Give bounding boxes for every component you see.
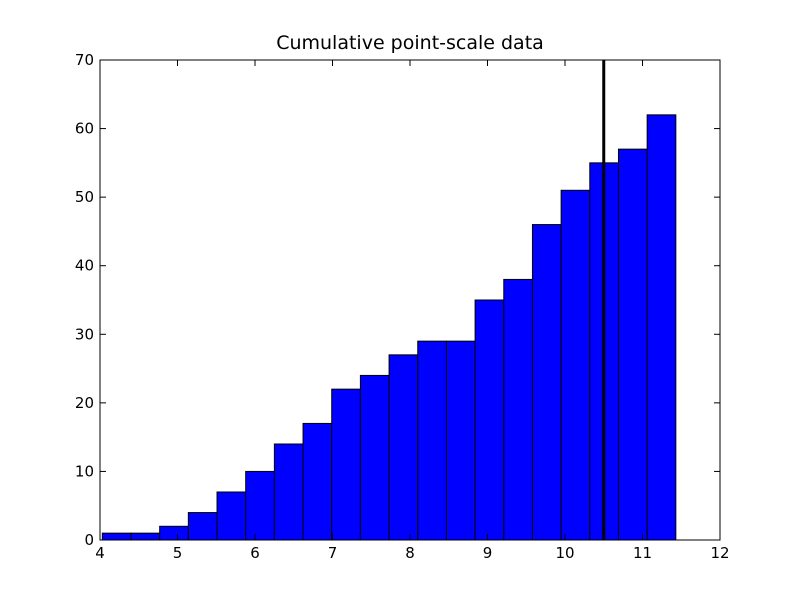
bar-5 <box>245 470 275 541</box>
bar-6 <box>273 443 304 541</box>
ticks-group: 4 5 6 7 8 9 10 11 12 0 10 20 30 40 50 60 70 <box>75 51 730 562</box>
bar-18 <box>617 148 648 541</box>
bars-group <box>101 114 677 541</box>
x-tick-label-6: 10 <box>555 544 574 562</box>
bar-3 <box>187 512 218 541</box>
y-tick-label-1: 10 <box>75 462 94 480</box>
bar-13 <box>474 299 505 541</box>
x-tick-label-5: 9 <box>483 544 493 562</box>
bar-15 <box>531 224 562 541</box>
bar-11 <box>417 340 447 541</box>
x-tick-label-2: 6 <box>250 544 260 562</box>
y-tick-label-3: 30 <box>75 325 94 343</box>
x-tick-label-3: 7 <box>328 544 338 562</box>
bar-9 <box>359 374 390 541</box>
x-tick-label-7: 11 <box>633 544 652 562</box>
x-tick-label-8: 12 <box>710 544 729 562</box>
bar-10 <box>388 354 419 541</box>
bar-1 <box>130 532 161 541</box>
y-tick-label-6: 60 <box>75 120 94 138</box>
bar-0 <box>101 532 132 541</box>
y-tick-label-7: 70 <box>75 51 94 69</box>
bar-2 <box>159 525 189 541</box>
bar-12 <box>445 340 476 541</box>
bar-16 <box>560 189 591 541</box>
x-tick-label-1: 5 <box>173 544 183 562</box>
y-tick-label-5: 50 <box>75 188 94 206</box>
bar-14 <box>503 278 533 541</box>
bar-8 <box>331 388 361 541</box>
y-tick-label-2: 20 <box>75 394 94 412</box>
y-tick-label-4: 40 <box>75 257 94 275</box>
y-tick-label-0: 0 <box>84 531 94 549</box>
x-tick-label-0: 4 <box>95 544 105 562</box>
x-tick-label-4: 8 <box>405 544 415 562</box>
chart-title: Cumulative point-scale data <box>276 32 544 54</box>
bar-4 <box>216 491 247 541</box>
bar-7 <box>302 422 333 541</box>
bar-19 <box>646 114 677 541</box>
